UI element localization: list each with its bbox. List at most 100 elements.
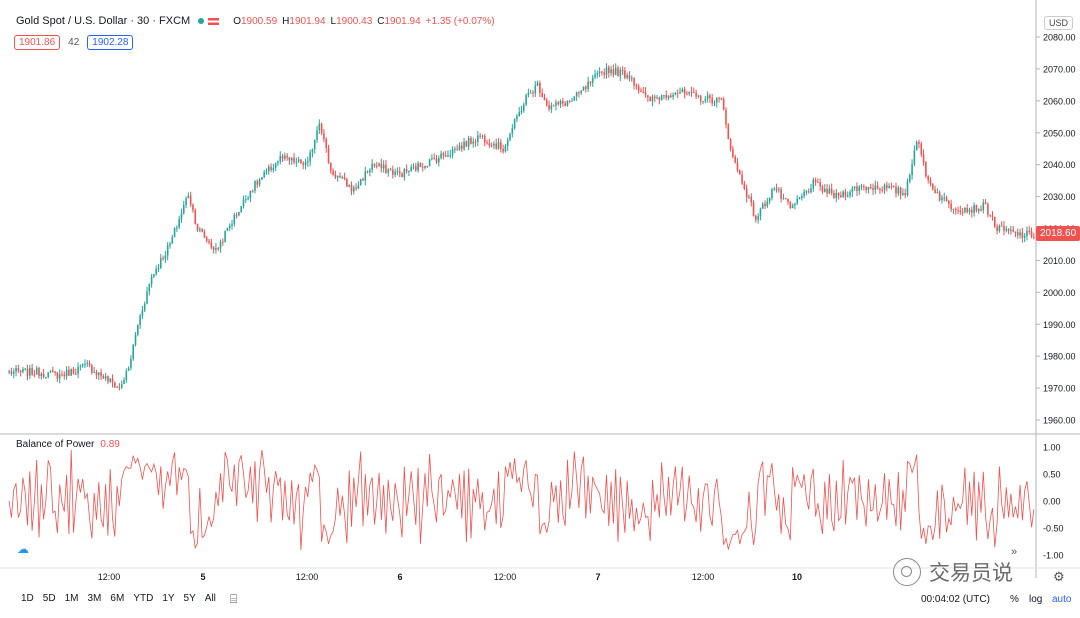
- candle: [534, 85, 537, 94]
- candle: [343, 177, 346, 180]
- candle: [874, 185, 877, 190]
- candle: [628, 75, 631, 79]
- candle: [54, 371, 56, 373]
- candle: [42, 373, 45, 377]
- timeframe-5y[interactable]: 5Y: [183, 593, 196, 604]
- candle: [357, 185, 360, 189]
- candle: [150, 276, 153, 285]
- candle: [591, 77, 594, 83]
- auto-toggle[interactable]: auto: [1052, 594, 1072, 605]
- candle: [886, 184, 888, 189]
- candle: [796, 198, 799, 204]
- candle: [713, 102, 716, 104]
- candle: [419, 163, 422, 168]
- watermark: 交易员说: [893, 557, 1013, 587]
- candle: [180, 213, 183, 220]
- timeframe-1m[interactable]: 1M: [64, 593, 79, 604]
- candle: [157, 267, 160, 269]
- candle: [339, 175, 341, 178]
- percent-toggle[interactable]: %: [1010, 594, 1019, 605]
- candle: [366, 171, 369, 173]
- timeframe-6m[interactable]: 6M: [110, 593, 125, 604]
- candle: [104, 376, 107, 379]
- candle: [624, 70, 626, 78]
- candle: [897, 187, 900, 194]
- timeframe-3m[interactable]: 3M: [87, 593, 102, 604]
- candle: [738, 170, 741, 175]
- open-value: O1900.59: [233, 16, 277, 27]
- candle: [509, 133, 511, 140]
- candle: [256, 181, 259, 185]
- candle: [543, 97, 546, 100]
- candle: [798, 197, 801, 199]
- timeframe-all[interactable]: All: [204, 593, 216, 604]
- candle: [511, 128, 514, 134]
- candle: [272, 167, 275, 171]
- candle: [1028, 230, 1031, 232]
- candle: [139, 315, 141, 326]
- candle: [686, 93, 688, 95]
- candle: [959, 210, 962, 212]
- cloud-icon: ☁: [17, 542, 29, 556]
- candle: [998, 225, 1001, 231]
- candle: [24, 368, 27, 370]
- candle: [109, 378, 112, 382]
- low-value: L1900.43: [331, 16, 373, 27]
- scroll-to-realtime-icon[interactable]: »: [1011, 546, 1018, 558]
- candle: [656, 97, 658, 99]
- candle: [350, 184, 353, 192]
- candle: [578, 92, 580, 94]
- timeframe-ytd[interactable]: YTD: [133, 593, 154, 604]
- candle: [472, 141, 475, 144]
- candle: [876, 185, 879, 189]
- watermark-text: 交易员说: [929, 561, 1013, 585]
- candle: [872, 188, 874, 190]
- candle: [608, 67, 610, 74]
- buy-button[interactable]: 1902.28: [87, 35, 134, 50]
- candle: [888, 186, 890, 189]
- candle: [327, 148, 330, 164]
- candle: [362, 179, 364, 181]
- candle: [465, 141, 468, 147]
- calendar-icon[interactable]: ⌸: [230, 592, 238, 606]
- candle: [185, 198, 187, 206]
- candle: [925, 162, 927, 176]
- price-tick-label: 2060.00: [1043, 96, 1076, 106]
- timeframe-1y[interactable]: 1Y: [162, 593, 175, 604]
- candle: [943, 197, 946, 199]
- change-value: +1.35 (+0.07%): [425, 15, 495, 27]
- candle: [823, 188, 826, 192]
- timeframe-5d[interactable]: 5D: [42, 593, 56, 604]
- candle: [582, 86, 585, 91]
- sell-button[interactable]: 1901.86: [14, 35, 61, 50]
- candle: [635, 85, 638, 87]
- candle: [380, 163, 383, 169]
- indicator-legend[interactable]: Balance of Power 0.89: [16, 439, 120, 450]
- candle: [899, 187, 902, 195]
- candle: [849, 192, 851, 196]
- candle: [879, 188, 881, 190]
- candle: [304, 162, 307, 165]
- gear-icon[interactable]: ⚙: [1053, 569, 1065, 584]
- candle: [166, 245, 169, 256]
- candle: [192, 204, 194, 210]
- close-value: C1901.94: [377, 16, 420, 27]
- candle: [486, 142, 488, 144]
- candle: [545, 99, 548, 106]
- candle: [722, 98, 725, 110]
- timeframe-1d[interactable]: 1D: [21, 593, 34, 604]
- candle: [224, 230, 226, 242]
- candle: [867, 187, 870, 190]
- candle: [996, 226, 998, 231]
- candle: [1021, 232, 1024, 238]
- log-toggle[interactable]: log: [1029, 594, 1043, 605]
- utc-clock[interactable]: 00:04:02 (UTC): [921, 594, 990, 605]
- candle: [902, 193, 904, 195]
- currency-button[interactable]: USD: [1044, 16, 1074, 30]
- candle: [137, 325, 139, 335]
- candle: [817, 182, 819, 184]
- candle: [1033, 236, 1035, 238]
- candle: [33, 374, 36, 376]
- candle: [980, 208, 982, 211]
